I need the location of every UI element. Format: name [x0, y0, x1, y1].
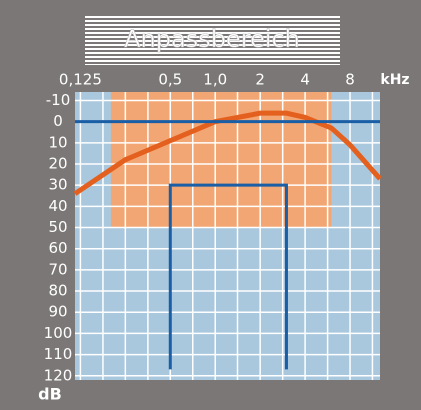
x-tick-label: 2 — [255, 71, 265, 89]
y-tick-label: 40 — [48, 197, 67, 215]
x-tick-label: 0,125 — [59, 71, 102, 89]
line — [168, 183, 288, 370]
y-tick-label: 0 — [53, 112, 63, 130]
x-tick-label: 8 — [345, 71, 355, 89]
y-axis-label: dB — [38, 385, 62, 404]
y-tick-label: 30 — [48, 176, 67, 194]
y-tick-label: 20 — [48, 155, 67, 173]
y-tick-label: 50 — [48, 218, 67, 236]
x-tick-label: 1,0 — [203, 71, 227, 89]
x-tick-label: 0,5 — [158, 71, 182, 89]
y-tick-label: -10 — [46, 91, 71, 109]
line — [73, 110, 382, 196]
y-tick-label: 100 — [44, 324, 73, 342]
title-box — [85, 15, 340, 65]
y-tick-label: 10 — [48, 133, 67, 151]
y-tick-label: 80 — [48, 282, 67, 300]
y-tick-label: 70 — [48, 260, 67, 278]
y-tick-label: 120 — [44, 366, 73, 384]
chart-title: Anpassbereich — [124, 25, 300, 53]
x-tick-label: 4 — [300, 71, 310, 89]
y-tick-label: 60 — [48, 239, 67, 257]
y-tick-label: 110 — [44, 345, 73, 363]
x-axis-label: kHz — [380, 72, 409, 88]
y-tick-label: 90 — [48, 303, 67, 321]
fitting-region — [110, 92, 332, 228]
